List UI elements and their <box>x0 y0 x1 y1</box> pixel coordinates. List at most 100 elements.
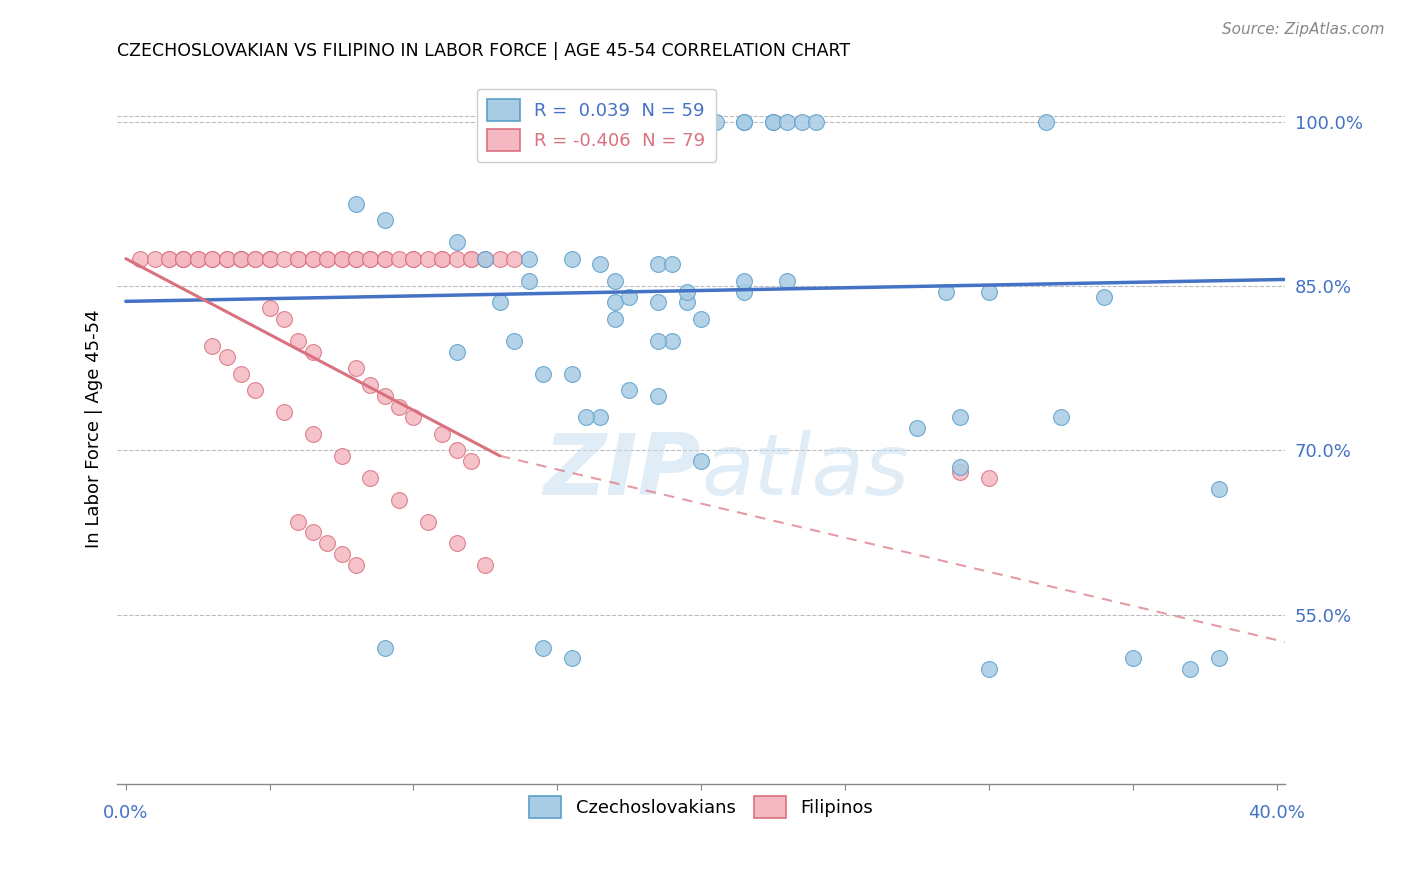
Point <box>201 339 224 353</box>
Point <box>301 252 323 266</box>
Point <box>259 252 281 266</box>
Point <box>301 426 323 441</box>
Point <box>344 558 367 573</box>
Point <box>287 334 309 348</box>
Point <box>446 536 468 550</box>
Point <box>762 114 785 128</box>
Point <box>273 311 295 326</box>
Point <box>402 252 425 266</box>
Point <box>316 252 339 266</box>
Point <box>245 252 267 266</box>
Point <box>1208 651 1230 665</box>
Text: ZIP: ZIP <box>544 430 702 513</box>
Point <box>575 410 598 425</box>
Point <box>517 274 540 288</box>
Point <box>416 515 439 529</box>
Point <box>589 410 612 425</box>
Point <box>330 548 353 562</box>
Point <box>316 536 339 550</box>
Point <box>762 114 785 128</box>
Point <box>273 252 295 266</box>
Point <box>474 252 496 266</box>
Point <box>215 252 238 266</box>
Point <box>977 662 1000 676</box>
Point <box>129 252 152 266</box>
Point <box>374 388 396 402</box>
Point <box>301 525 323 540</box>
Point <box>359 252 381 266</box>
Point <box>733 114 755 128</box>
Point <box>1049 410 1071 425</box>
Point <box>388 252 411 266</box>
Point <box>531 367 554 381</box>
Point <box>259 252 281 266</box>
Point <box>301 344 323 359</box>
Point <box>359 377 381 392</box>
Point <box>661 114 683 128</box>
Point <box>503 334 526 348</box>
Point <box>1208 482 1230 496</box>
Point <box>1122 651 1144 665</box>
Point <box>432 252 454 266</box>
Point <box>374 213 396 227</box>
Point <box>733 114 755 128</box>
Text: atlas: atlas <box>702 430 910 513</box>
Point <box>432 252 454 266</box>
Point <box>690 454 713 468</box>
Point <box>172 252 194 266</box>
Point <box>647 295 669 310</box>
Point <box>704 114 727 128</box>
Point <box>143 252 166 266</box>
Point <box>446 252 468 266</box>
Point <box>157 252 180 266</box>
Point <box>488 252 510 266</box>
Point <box>388 492 411 507</box>
Point <box>229 252 252 266</box>
Point <box>474 558 496 573</box>
Point <box>589 257 612 271</box>
Point <box>603 295 626 310</box>
Point <box>690 311 713 326</box>
Point <box>215 350 238 364</box>
Point <box>344 252 367 266</box>
Point <box>949 465 972 479</box>
Point <box>531 640 554 655</box>
Point <box>460 454 482 468</box>
Point <box>374 252 396 266</box>
Point <box>603 274 626 288</box>
Point <box>474 252 496 266</box>
Point <box>245 252 267 266</box>
Point <box>172 252 194 266</box>
Point <box>316 252 339 266</box>
Point <box>561 252 583 266</box>
Point <box>776 114 799 128</box>
Point <box>647 388 669 402</box>
Text: 40.0%: 40.0% <box>1249 805 1305 822</box>
Point <box>503 252 526 266</box>
Point <box>273 405 295 419</box>
Point <box>374 252 396 266</box>
Point <box>733 285 755 299</box>
Point <box>905 421 928 435</box>
Point <box>359 471 381 485</box>
Point <box>172 252 194 266</box>
Point <box>344 361 367 376</box>
Point <box>446 235 468 250</box>
Text: 0.0%: 0.0% <box>103 805 149 822</box>
Point <box>806 114 828 128</box>
Point <box>517 252 540 266</box>
Point <box>301 252 323 266</box>
Point <box>201 252 224 266</box>
Y-axis label: In Labor Force | Age 45-54: In Labor Force | Age 45-54 <box>86 310 103 548</box>
Point <box>647 334 669 348</box>
Point <box>977 285 1000 299</box>
Point <box>187 252 209 266</box>
Point <box>1092 290 1115 304</box>
Point <box>603 311 626 326</box>
Text: CZECHOSLOVAKIAN VS FILIPINO IN LABOR FORCE | AGE 45-54 CORRELATION CHART: CZECHOSLOVAKIAN VS FILIPINO IN LABOR FOR… <box>117 42 851 60</box>
Point <box>561 367 583 381</box>
Point <box>619 290 641 304</box>
Point <box>229 367 252 381</box>
Point <box>446 344 468 359</box>
Point <box>229 252 252 266</box>
